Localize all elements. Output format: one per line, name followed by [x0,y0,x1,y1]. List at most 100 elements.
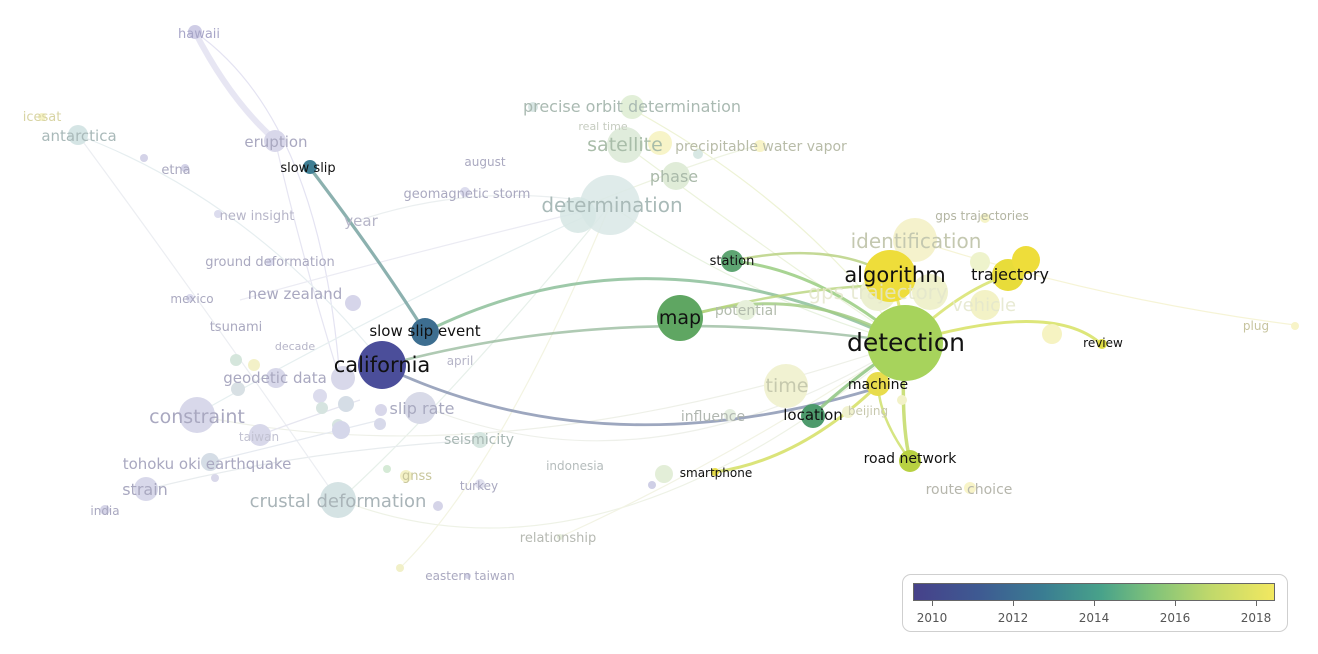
legend-tick-label: 2018 [1240,611,1272,625]
label-station[interactable]: station [710,254,755,269]
legend-tick [1094,601,1095,606]
node-location[interactable] [801,404,825,428]
label-year: year [344,212,378,230]
node-phase [662,162,690,190]
legend-tick [932,601,933,606]
label-decade: decade [275,340,316,353]
legend-tick [1013,601,1014,606]
legend-tick-label: 2016 [1159,611,1191,625]
label-india: india [90,504,119,518]
label-indonesia: indonesia [546,459,604,473]
node-slip-rate [404,392,436,424]
label-road-network[interactable]: road network [864,451,958,467]
label-icesat: icesat [23,110,62,125]
node-review[interactable] [1097,339,1107,349]
label-hawaii: hawaii [178,27,220,42]
node-road-network[interactable] [899,450,921,472]
color-scale-bar [913,583,1275,601]
label-machine[interactable]: machine [848,377,908,393]
label-august: august [464,155,505,169]
label-smartphone[interactable]: smartphone [680,466,753,480]
node-detection[interactable] [867,305,943,381]
label-precise-orbit-determination: precise orbit determination [523,97,741,116]
label-route-choice: route choice [926,482,1013,498]
label-location[interactable]: location [783,406,843,424]
background-labels: hawaii icesat antarctica eruption etna n… [23,27,1269,583]
label-eruption: eruption [244,133,307,151]
label-relationship: relationship [520,531,596,546]
label-california[interactable]: california [334,353,431,377]
node-antarctica [68,125,88,145]
legend-tick-label: 2014 [1078,611,1110,625]
label-constraint: constraint [149,406,245,428]
node-slow-slip[interactable] [303,160,317,174]
legend-tick-label: 2010 [916,611,948,625]
label-vehicle: vehicle [952,295,1016,316]
label-influence: influence [681,409,745,425]
label-eastern-taiwan: eastern taiwan [425,569,514,583]
label-turkey: turkey [460,479,498,493]
label-ground-deformation: ground deformation [205,255,335,270]
legend-tick-label: 2012 [997,611,1029,625]
label-gps-trajectories: gps trajectories [935,209,1029,223]
node-time [764,364,808,408]
label-satellite: satellite [587,134,663,156]
label-tohoku-oki-earthquake: tohoku oki earthquake [123,455,292,473]
label-algorithm[interactable]: algorithm [844,263,945,287]
node-strain [134,477,158,501]
node-etna [181,164,189,172]
label-slip-rate: slip rate [390,399,455,418]
node-seismicity [472,432,488,448]
year-color-legend: 2010 2012 2014 2016 2018 [902,574,1288,632]
node-potential [736,300,756,320]
label-determination: determination [541,193,682,217]
label-gnss: gnss [402,469,432,484]
label-trajectory[interactable]: trajectory [971,265,1049,284]
highlighted-labels: slow slip slow slip event california sta… [280,161,1123,480]
label-strain: strain [122,480,168,499]
label-etna: etna [161,163,190,178]
node-eruption [264,130,286,152]
label-crustal-deformation: crustal deformation [250,491,427,512]
label-antarctica: antarctica [41,127,116,145]
node-machine[interactable] [866,372,890,396]
label-beijing: beijing [848,404,888,418]
label-mexico: mexico [170,292,213,306]
legend-tick [1256,601,1257,606]
background-nodes [38,25,1299,579]
node-hawaii [188,25,202,39]
label-plug: plug [1243,319,1269,333]
node-identification [893,218,937,262]
node-slow-slip-event[interactable] [411,318,439,346]
label-phase: phase [650,167,698,186]
legend-tick [1175,601,1176,606]
label-review[interactable]: review [1083,336,1123,350]
node-crustal-deformation [320,482,356,518]
label-new-insight: new insight [220,209,295,224]
node-icesat [38,113,46,121]
label-identification: identification [851,229,982,253]
node-station[interactable] [721,250,743,272]
node-satellite [607,127,643,163]
label-real-time: real time [578,120,627,133]
label-geomagnetic-storm: geomagnetic storm [404,187,531,202]
node-smartphone[interactable] [711,468,719,476]
highlighted-nodes [303,160,1107,476]
label-detection[interactable]: detection [847,328,965,357]
label-slow-slip[interactable]: slow slip [280,161,335,176]
label-time: time [766,375,809,397]
node-california[interactable] [358,341,406,389]
label-gps-trajectory: gps trajectory [808,280,948,304]
label-precipitable-water-vapor: precipitable water vapor [675,139,847,155]
node-constraint [179,397,215,433]
label-map[interactable]: map [659,307,701,329]
label-april: april [447,354,474,368]
node-algorithm[interactable] [864,250,916,302]
node-map[interactable] [657,295,703,341]
label-tsunami: tsunami [210,320,263,335]
label-taiwan: taiwan [239,430,279,444]
label-geodetic-data: geodetic data [223,369,327,387]
label-slow-slip-event[interactable]: slow slip event [369,322,480,340]
